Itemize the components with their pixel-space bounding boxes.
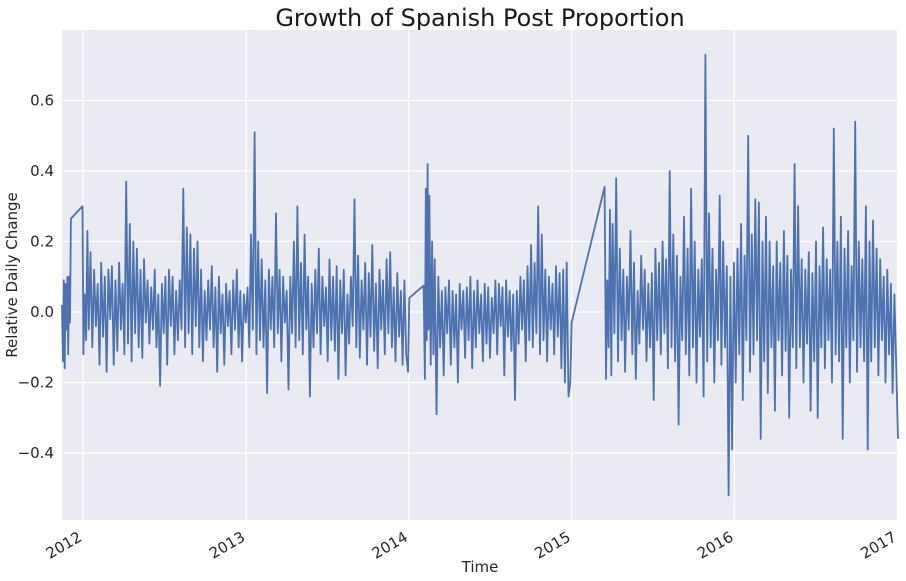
- x-tick-label: 2017: [857, 528, 899, 563]
- y-tick-label: −0.4: [18, 444, 54, 462]
- x-axis-label: Time: [461, 558, 499, 576]
- y-tick-label: −0.2: [18, 374, 54, 392]
- y-tick-label: 0.0: [30, 303, 54, 321]
- x-tick-label: 2016: [694, 528, 736, 563]
- y-axis-label: Relative Daily Change: [3, 192, 21, 357]
- x-tick-label: 2015: [532, 528, 574, 563]
- y-tick-label: 0.2: [30, 233, 54, 251]
- y-tick-labels: −0.4 −0.2 0.0 0.2 0.4 0.6: [18, 92, 54, 463]
- series-layer: [61, 53, 899, 497]
- y-tick-label: 0.6: [30, 92, 54, 110]
- x-tick-label: 2012: [43, 528, 85, 563]
- chart-title: Growth of Spanish Post Proportion: [275, 4, 684, 32]
- x-tick-label: 2014: [369, 528, 411, 563]
- x-tick-label: 2013: [206, 528, 248, 563]
- y-tick-label: 0.4: [30, 162, 54, 180]
- series-line: [61, 53, 899, 497]
